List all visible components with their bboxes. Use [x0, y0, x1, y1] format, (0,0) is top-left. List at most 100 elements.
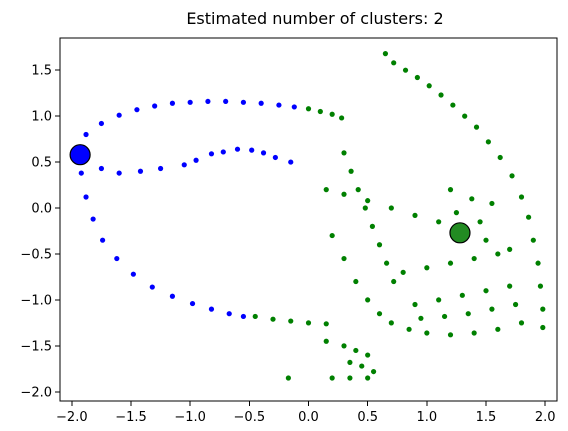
data-point-cluster-1: [535, 260, 541, 266]
data-point-cluster-1: [495, 251, 501, 257]
x-tick-label: −1.0: [174, 410, 206, 425]
data-point-cluster-1: [450, 102, 456, 108]
data-point-cluster-1: [512, 301, 519, 308]
data-point-cluster-0: [272, 154, 278, 161]
cluster-center-0: [69, 144, 91, 166]
data-point-cluster-1: [497, 154, 503, 161]
data-point-cluster-1: [341, 150, 347, 156]
data-point-cluster-0: [234, 146, 241, 152]
data-point-cluster-0: [152, 103, 158, 109]
data-point-cluster-1: [329, 375, 335, 381]
data-point-cluster-1: [376, 311, 383, 317]
data-point-cluster-0: [258, 100, 264, 106]
data-point-cluster-1: [483, 237, 489, 243]
data-point-cluster-0: [189, 300, 196, 307]
data-point-cluster-1: [339, 115, 345, 121]
x-tick-label: 0.5: [357, 410, 378, 425]
data-point-cluster-1: [270, 316, 276, 322]
data-point-cluster-1: [329, 232, 335, 239]
data-point-cluster-1: [391, 278, 397, 285]
x-tick-label: 2.0: [535, 410, 556, 425]
data-point-cluster-1: [384, 260, 390, 266]
data-point-cluster-1: [473, 124, 480, 130]
data-point-cluster-1: [317, 108, 323, 115]
y-tick-label: 0.5: [31, 156, 52, 171]
data-point-cluster-1: [471, 255, 477, 262]
data-point-cluster-1: [507, 283, 513, 289]
data-point-cluster-1: [400, 269, 406, 275]
data-point-cluster-1: [359, 363, 365, 369]
cluster-center-1: [449, 222, 471, 244]
data-point-cluster-1: [341, 343, 347, 349]
data-point-cluster-1: [483, 288, 489, 294]
data-point-cluster-1: [406, 326, 412, 332]
data-point-cluster-1: [329, 111, 335, 117]
data-point-cluster-1: [412, 212, 418, 218]
data-point-cluster-1: [382, 51, 389, 57]
data-point-cluster-1: [441, 313, 448, 320]
data-point-cluster-0: [181, 162, 187, 168]
data-point-cluster-1: [353, 347, 359, 354]
data-point-cluster-0: [291, 104, 297, 110]
data-point-cluster-1: [288, 318, 294, 324]
data-point-cluster-0: [288, 159, 294, 165]
data-point-cluster-1: [341, 191, 347, 197]
data-point-cluster-1: [477, 219, 483, 225]
data-point-cluster-0: [116, 170, 122, 176]
data-point-cluster-0: [90, 216, 96, 222]
data-point-cluster-1: [402, 67, 409, 73]
data-point-cluster-1: [362, 205, 368, 211]
data-point-cluster-1: [471, 330, 477, 336]
data-point-cluster-0: [260, 150, 267, 156]
y-tick-label: −0.5: [20, 247, 52, 262]
y-tick-label: 1.5: [31, 64, 52, 79]
data-point-cluster-0: [249, 147, 255, 153]
data-point-cluster-0: [134, 107, 140, 113]
data-point-cluster-0: [240, 99, 247, 105]
data-point-cluster-1: [485, 139, 491, 145]
chart-title: Estimated number of clusters: 2: [186, 9, 443, 28]
data-point-cluster-0: [276, 102, 282, 108]
data-point-cluster-1: [436, 219, 442, 225]
data-point-cluster-0: [187, 99, 193, 105]
data-point-cluster-1: [509, 173, 515, 179]
data-point-cluster-0: [116, 112, 122, 118]
data-point-cluster-1: [537, 283, 544, 289]
data-point-cluster-1: [323, 187, 329, 193]
data-point-cluster-1: [414, 74, 420, 81]
points-layer: [77, 51, 546, 381]
data-point-cluster-1: [305, 320, 312, 326]
data-point-cluster-1: [323, 338, 329, 344]
data-point-cluster-1: [518, 320, 525, 326]
data-point-cluster-1: [465, 311, 471, 317]
x-tick-label: −2.0: [56, 410, 88, 425]
x-tick-label: 0.0: [298, 410, 319, 425]
data-point-cluster-1: [540, 324, 546, 331]
data-point-cluster-1: [341, 255, 347, 262]
data-point-cluster-1: [388, 205, 394, 211]
x-tick-label: 1.0: [416, 410, 437, 425]
data-point-cluster-0: [98, 120, 105, 127]
y-tick-label: −1.5: [20, 339, 52, 354]
data-point-cluster-1: [526, 214, 532, 220]
data-point-cluster-1: [462, 113, 468, 119]
data-point-cluster-0: [220, 149, 226, 155]
data-point-cluster-1: [489, 306, 495, 312]
data-point-cluster-1: [365, 352, 371, 358]
y-tick-label: −1.0: [20, 293, 52, 308]
x-tick-label: −1.5: [115, 410, 147, 425]
data-point-cluster-1: [447, 260, 454, 266]
y-tick-label: 0.0: [31, 202, 52, 217]
data-point-cluster-1: [453, 210, 460, 216]
data-point-cluster-1: [438, 92, 444, 98]
plot-frame: [59, 37, 558, 402]
data-point-cluster-1: [353, 278, 359, 285]
data-point-cluster-1: [489, 200, 495, 207]
data-point-cluster-1: [285, 375, 291, 381]
data-point-cluster-1: [495, 326, 501, 332]
data-point-cluster-1: [426, 83, 432, 89]
data-point-cluster-0: [223, 98, 229, 105]
data-point-cluster-0: [157, 165, 164, 172]
